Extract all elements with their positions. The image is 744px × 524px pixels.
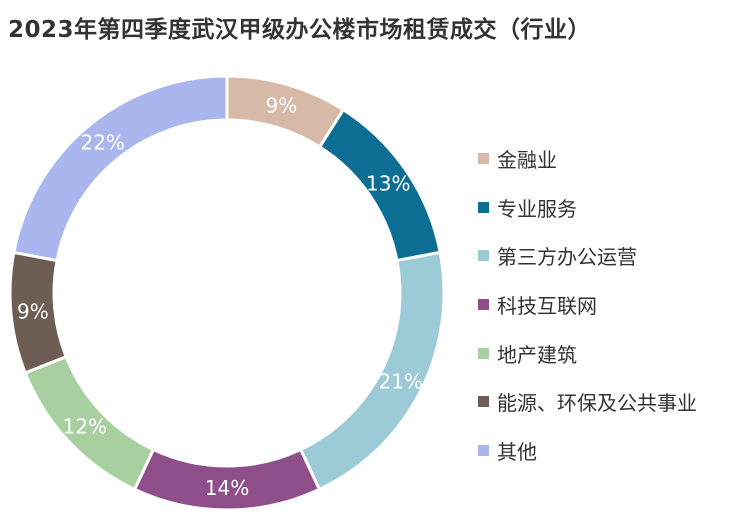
- legend-item-7: 其他: [478, 426, 697, 475]
- legend-item-1: 金融业: [478, 134, 697, 183]
- legend-swatch: [478, 250, 489, 262]
- donut-slice-7: [12, 74, 229, 263]
- legend-item-6: 能源、环保及公共事业: [478, 377, 697, 426]
- legend-item-4: 科技互联网: [478, 280, 697, 329]
- chart-title: 2023年第四季度武汉甲级办公楼市场租赁成交（行业）: [8, 17, 592, 43]
- legend-item-5: 地产建筑: [478, 329, 697, 378]
- legend-swatch: [478, 298, 489, 310]
- legend-label: 地产建筑: [497, 342, 577, 367]
- legend-label: 科技互联网: [497, 293, 597, 318]
- slice-value-label-3: 21%: [379, 370, 423, 394]
- slice-value-label-5: 12%: [63, 414, 107, 438]
- legend-item-3: 第三方办公运营: [478, 231, 697, 280]
- slice-value-label-1: 9%: [266, 94, 298, 118]
- donut-value-labels: 9% 13% 21% 14% 12% 9% 22%: [17, 94, 423, 500]
- slice-value-label-7: 22%: [80, 131, 124, 155]
- legend-swatch: [478, 152, 489, 164]
- slice-value-label-6: 9%: [17, 299, 49, 323]
- legend-item-2: 专业服务: [478, 183, 697, 232]
- legend-label: 第三方办公运营: [497, 245, 637, 270]
- legend-swatch: [478, 201, 489, 213]
- slice-value-label-2: 13%: [366, 171, 410, 195]
- legend-swatch: [478, 444, 489, 456]
- legend-swatch: [478, 347, 489, 359]
- legend-label: 专业服务: [497, 196, 577, 221]
- chart-legend: 金融业专业服务第三方办公运营 科技互联网地产建筑能源、环保及公共事业 其他: [478, 134, 697, 475]
- donut-slices: [8, 74, 446, 512]
- legend-label: 其他: [497, 439, 537, 464]
- slice-value-label-4: 14%: [205, 476, 249, 500]
- legend-swatch: [478, 396, 489, 408]
- legend-label: 能源、环保及公共事业: [497, 391, 697, 416]
- legend-label: 金融业: [497, 147, 557, 172]
